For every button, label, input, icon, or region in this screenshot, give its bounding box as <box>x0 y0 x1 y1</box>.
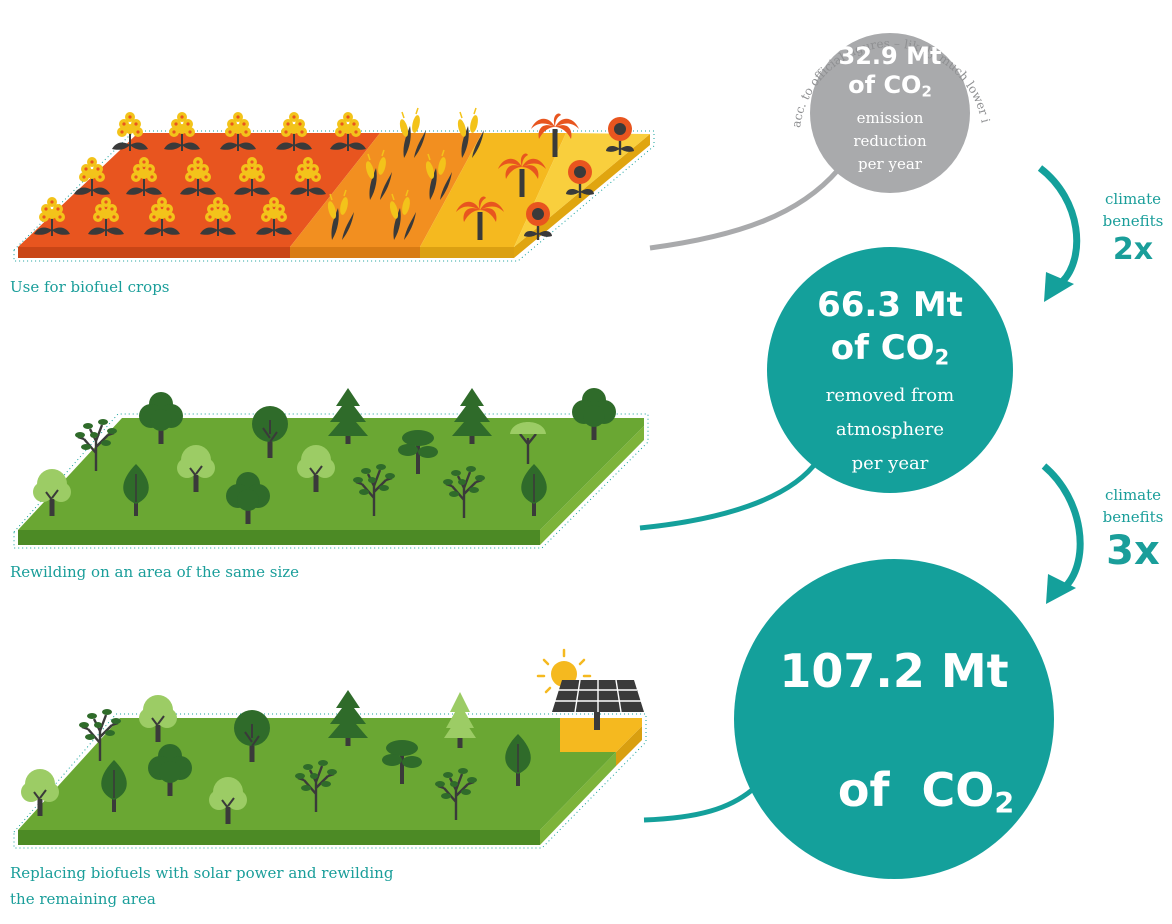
saved-bubble-text: 107.2 Mt of CO2 saved per year <box>744 642 1044 924</box>
emission-line-1: emission <box>856 108 924 127</box>
caption-solar-line-2: the remaining area <box>10 890 156 908</box>
saved-line-1: saved per year <box>826 898 962 920</box>
connector-rewilding <box>639 458 821 531</box>
emission-line-2: reduction <box>853 131 927 150</box>
removed-unit: of CO2 <box>770 326 1010 379</box>
benefit-2x-label-2: benefits <box>1102 212 1164 230</box>
removed-unit-prefix: of CO <box>830 328 935 368</box>
connector-biofuel <box>649 168 840 251</box>
removed-line-2: atmosphere <box>835 419 945 441</box>
removed-unit-sub: 2 <box>934 344 950 370</box>
saved-amount: 107.2 Mt <box>779 644 1009 698</box>
benefit-3x-multiplier: 3x <box>1106 528 1160 574</box>
removed-bubble <box>767 247 1013 493</box>
emission-line-3: per year <box>858 154 922 173</box>
benefit-2x-multiplier: 2x <box>1112 232 1154 267</box>
removed-line-3: per year <box>851 453 929 475</box>
arrow-3x-head <box>1046 574 1076 604</box>
emission-unit: of CO2 <box>810 70 970 107</box>
emission-bubble-text: 32.9 Mt of CO2 emission reduction per ye… <box>810 42 970 176</box>
emission-amount: 32.9 Mt <box>838 42 942 70</box>
emission-unit-sub: 2 <box>921 82 932 101</box>
benefit-3x-label-2: benefits <box>1102 508 1164 526</box>
saved-unit-sub: 2 <box>994 787 1015 821</box>
saved-bubble <box>734 559 1054 879</box>
caption-rewilding: Rewilding on an area of the same size <box>10 563 300 581</box>
benefit-3x: climate benefits 3x <box>1096 484 1170 574</box>
removed-bubble-text: 66.3 Mt of CO2 removed from atmosphere p… <box>770 284 1010 481</box>
biofuel-field <box>13 130 655 262</box>
caption-biofuel: Use for biofuel crops <box>10 278 170 296</box>
arrow-3x <box>1041 463 1084 589</box>
benefit-2x: climate benefits 2x <box>1098 188 1168 268</box>
saved-unit: of CO2 <box>744 700 1044 894</box>
removed-amount: 66.3 Mt <box>817 285 963 325</box>
arrow-2x <box>1037 165 1081 285</box>
caption-solar: Replacing biofuels with solar power and … <box>10 860 393 912</box>
caption-solar-line-1: Replacing biofuels with solar power and … <box>10 864 394 882</box>
arrow-2x-head <box>1044 272 1074 302</box>
benefit-2x-label-1: climate <box>1104 190 1162 208</box>
emission-unit-prefix: of CO <box>848 71 922 99</box>
benefit-3x-label-1: climate <box>1104 486 1162 504</box>
saved-unit-prefix: of CO <box>837 763 995 817</box>
solar-panel-icon <box>552 679 644 730</box>
removed-line-1: removed from <box>825 385 955 407</box>
emission-bubble <box>810 33 970 193</box>
connector-solar <box>643 788 754 823</box>
